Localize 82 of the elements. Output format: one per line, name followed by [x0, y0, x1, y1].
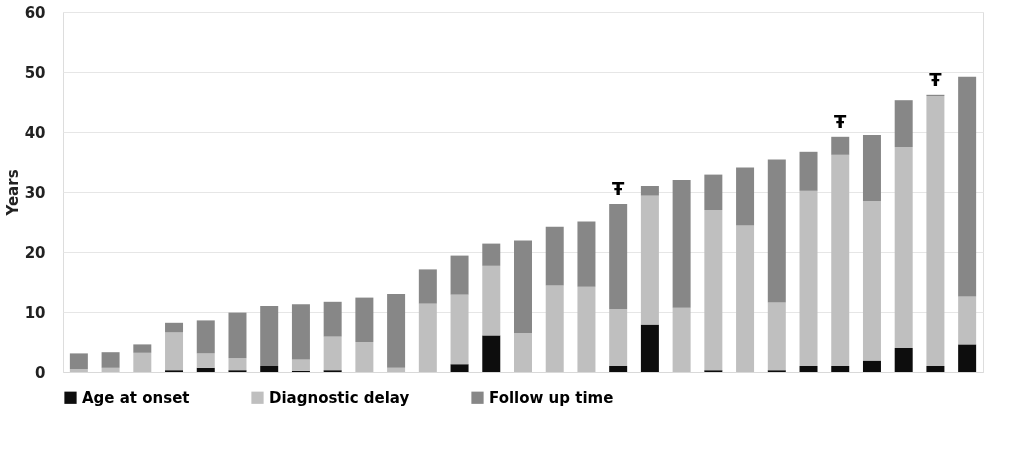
- bar: [165, 322, 184, 333]
- bar: [926, 366, 945, 372]
- bar: [894, 348, 913, 372]
- y-tick-label: 30: [24, 183, 46, 202]
- y-tick-label: 0: [35, 363, 46, 382]
- bar: [323, 336, 342, 371]
- y-tick-label: 50: [24, 63, 46, 82]
- bar: [323, 301, 342, 337]
- bar: [958, 76, 977, 297]
- bar: [482, 265, 501, 336]
- bar: [101, 352, 120, 368]
- bar: [196, 320, 215, 354]
- bar: [831, 136, 850, 155]
- y-tick-label: 60: [24, 3, 46, 22]
- bar: [862, 201, 881, 361]
- bar: [640, 186, 659, 196]
- bar: [260, 306, 279, 366]
- bar: [958, 296, 977, 345]
- bar: [704, 174, 723, 210]
- y-tick-label: 20: [24, 243, 46, 262]
- legend-label: Follow up time: [489, 388, 614, 407]
- legend-label: Age at onset: [82, 388, 190, 407]
- bar: [609, 204, 628, 309]
- data-label: Ŧ: [612, 178, 626, 199]
- bar: [736, 225, 755, 372]
- bar: [418, 269, 437, 304]
- bar: [704, 210, 723, 371]
- bar: [609, 309, 628, 366]
- bar: [640, 324, 659, 372]
- bar: [450, 364, 469, 372]
- y-tick-label: 40: [24, 123, 46, 142]
- y-tick-label: 10: [24, 303, 46, 322]
- bar: [133, 352, 152, 372]
- bar: [355, 342, 374, 372]
- bar: [291, 359, 310, 371]
- bar: [577, 221, 596, 287]
- bar: [228, 312, 247, 359]
- bar: [672, 180, 691, 308]
- bar: [260, 366, 279, 372]
- bar: [862, 360, 881, 372]
- bar: [196, 367, 215, 372]
- bar: [482, 335, 501, 372]
- bar: [450, 255, 469, 295]
- bar: [165, 332, 184, 371]
- bar: [545, 226, 564, 286]
- bar: [387, 367, 406, 372]
- data-label: Ŧ: [834, 110, 848, 132]
- bar: [767, 302, 786, 371]
- data-label: Ŧ: [929, 68, 943, 90]
- y-axis-title: Years: [3, 169, 22, 217]
- bar: [133, 344, 152, 353]
- bar: [640, 195, 659, 325]
- bar: [69, 353, 88, 369]
- bar: [862, 135, 881, 201]
- bar: [672, 307, 691, 372]
- bar: [894, 147, 913, 348]
- bar: [482, 243, 501, 266]
- bar: [609, 366, 628, 372]
- bar: [577, 286, 596, 372]
- bar: [767, 159, 786, 303]
- bar: [545, 285, 564, 372]
- bar: [450, 294, 469, 365]
- bar: [831, 154, 850, 366]
- bar: [101, 367, 120, 372]
- bar: [355, 297, 374, 342]
- bar: [69, 369, 88, 372]
- bar: [799, 366, 818, 372]
- bar: [514, 240, 532, 333]
- bar: [291, 304, 310, 360]
- bar: [736, 167, 755, 226]
- bar: [196, 353, 215, 368]
- bar: [514, 333, 532, 372]
- bar: [418, 303, 437, 372]
- bar: [831, 366, 850, 372]
- bar: [799, 151, 818, 191]
- bar: [387, 294, 406, 368]
- bar: [926, 96, 945, 366]
- bar: [958, 344, 977, 372]
- bar: [894, 100, 913, 147]
- bar: [799, 190, 818, 366]
- bar: [228, 358, 247, 371]
- legend-label: Diagnostic delay: [269, 388, 410, 407]
